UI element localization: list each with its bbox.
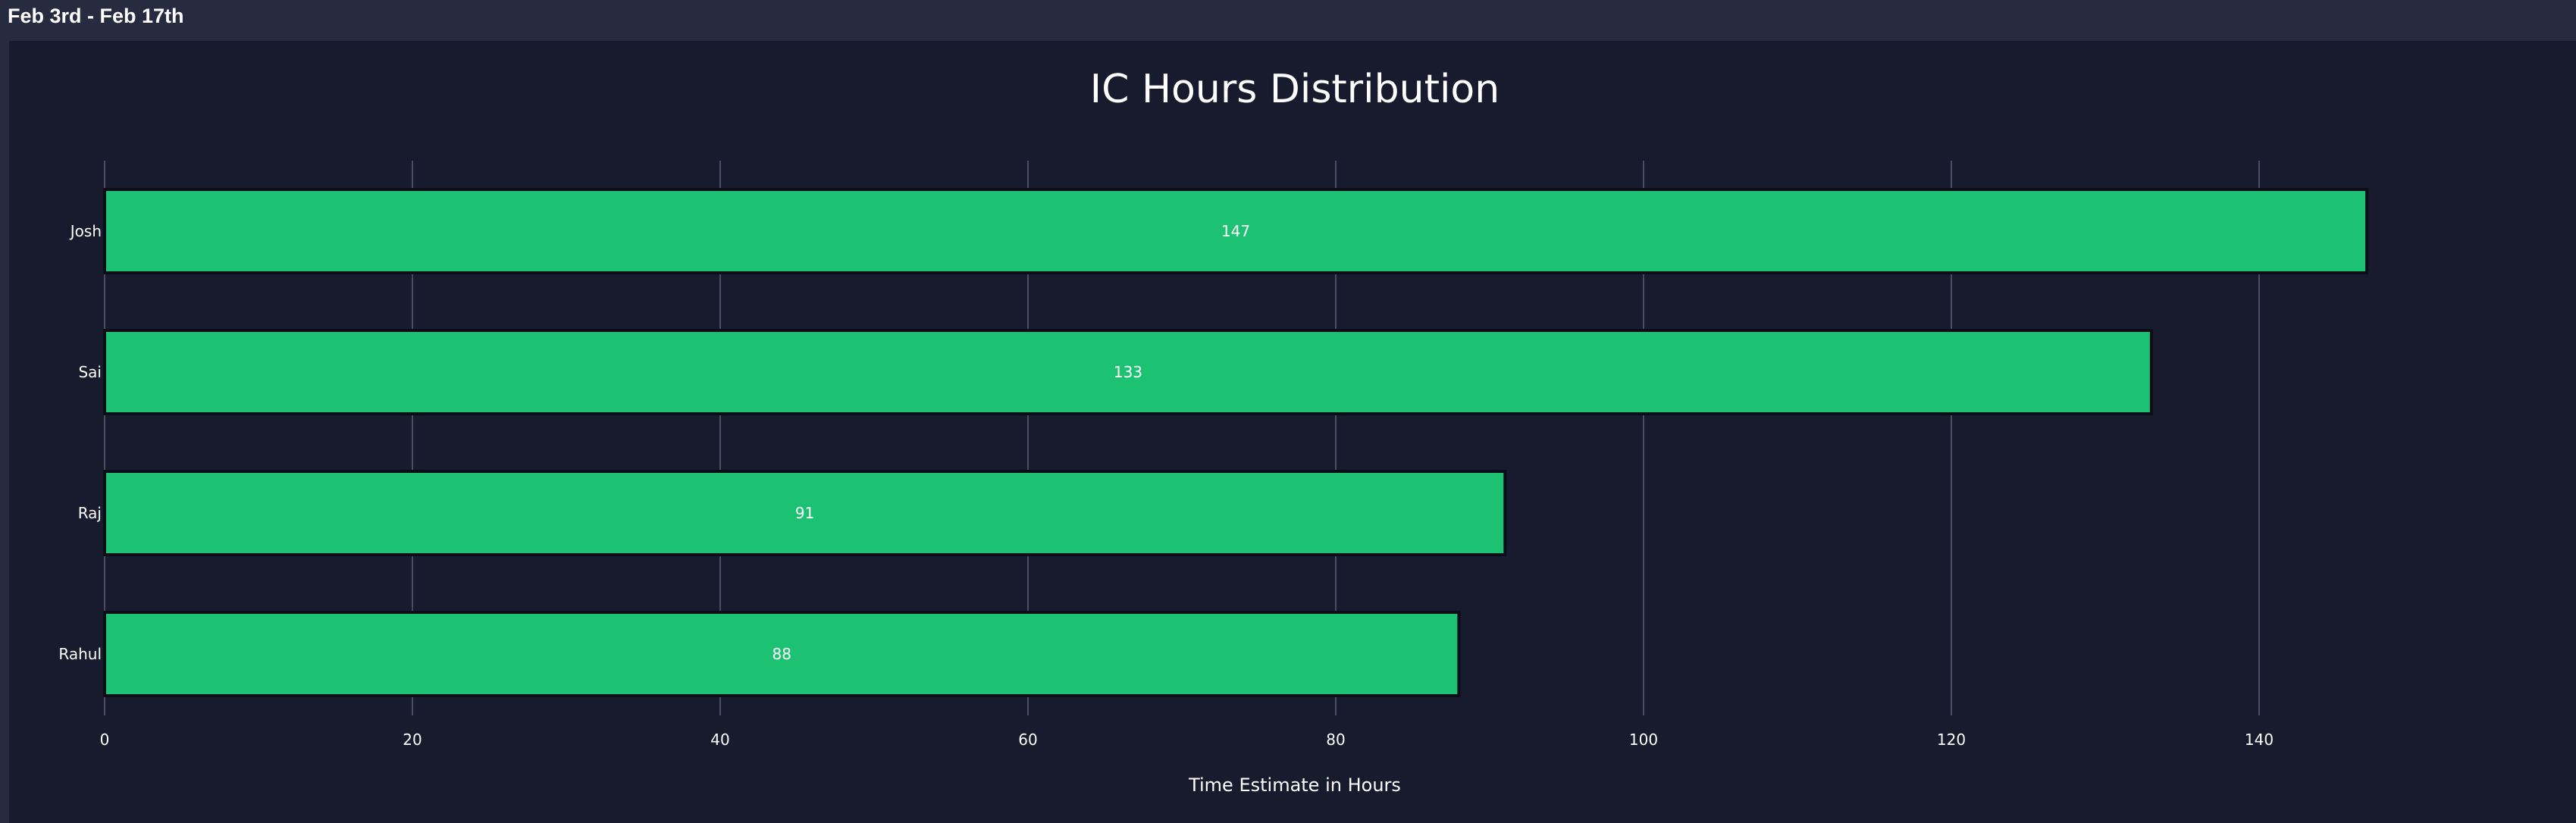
x-tick-label: 100 bbox=[1629, 731, 1658, 749]
bar-value-label: 147 bbox=[1221, 222, 1250, 240]
top-bar: Feb 3rd - Feb 17th bbox=[0, 0, 2576, 41]
bar-value-label: 91 bbox=[795, 504, 814, 522]
x-tick-labels: 0 20 40 60 80 100 120 140 bbox=[100, 731, 2274, 749]
category-label: Raj bbox=[78, 504, 102, 522]
bar-sai bbox=[103, 329, 2153, 415]
x-tick-label: 80 bbox=[1326, 731, 1345, 749]
bar-value-label: 88 bbox=[772, 645, 791, 663]
bar-rahul bbox=[103, 611, 1461, 697]
bar-value-label: 133 bbox=[1114, 363, 1142, 381]
x-tick-label: 0 bbox=[100, 731, 110, 749]
x-tick-label: 120 bbox=[1937, 731, 1966, 749]
category-label: Rahul bbox=[58, 645, 102, 663]
bar-chart: IC Hours Distribution 147 133 91 88 Josh Sai… bbox=[58, 67, 2369, 796]
x-tick-label: 140 bbox=[2245, 731, 2274, 749]
x-axis-label: Time Estimate in Hours bbox=[1188, 774, 1401, 796]
chart-title: IC Hours Distribution bbox=[1090, 67, 1500, 112]
x-tick-label: 60 bbox=[1018, 731, 1037, 749]
chart-panel: IC Hours Distribution 147 133 91 88 Josh Sai… bbox=[9, 41, 2576, 823]
category-labels: Josh Sai Raj Rahul bbox=[58, 222, 102, 663]
x-tick-label: 40 bbox=[710, 731, 729, 749]
bar-josh bbox=[103, 188, 2369, 274]
category-label: Sai bbox=[78, 363, 102, 381]
date-range-title: Feb 3rd - Feb 17th bbox=[8, 5, 184, 27]
bar-raj bbox=[103, 470, 1507, 556]
x-tick-label: 20 bbox=[403, 731, 421, 749]
bars: 147 133 91 88 bbox=[103, 188, 2369, 697]
category-label: Josh bbox=[69, 222, 102, 240]
